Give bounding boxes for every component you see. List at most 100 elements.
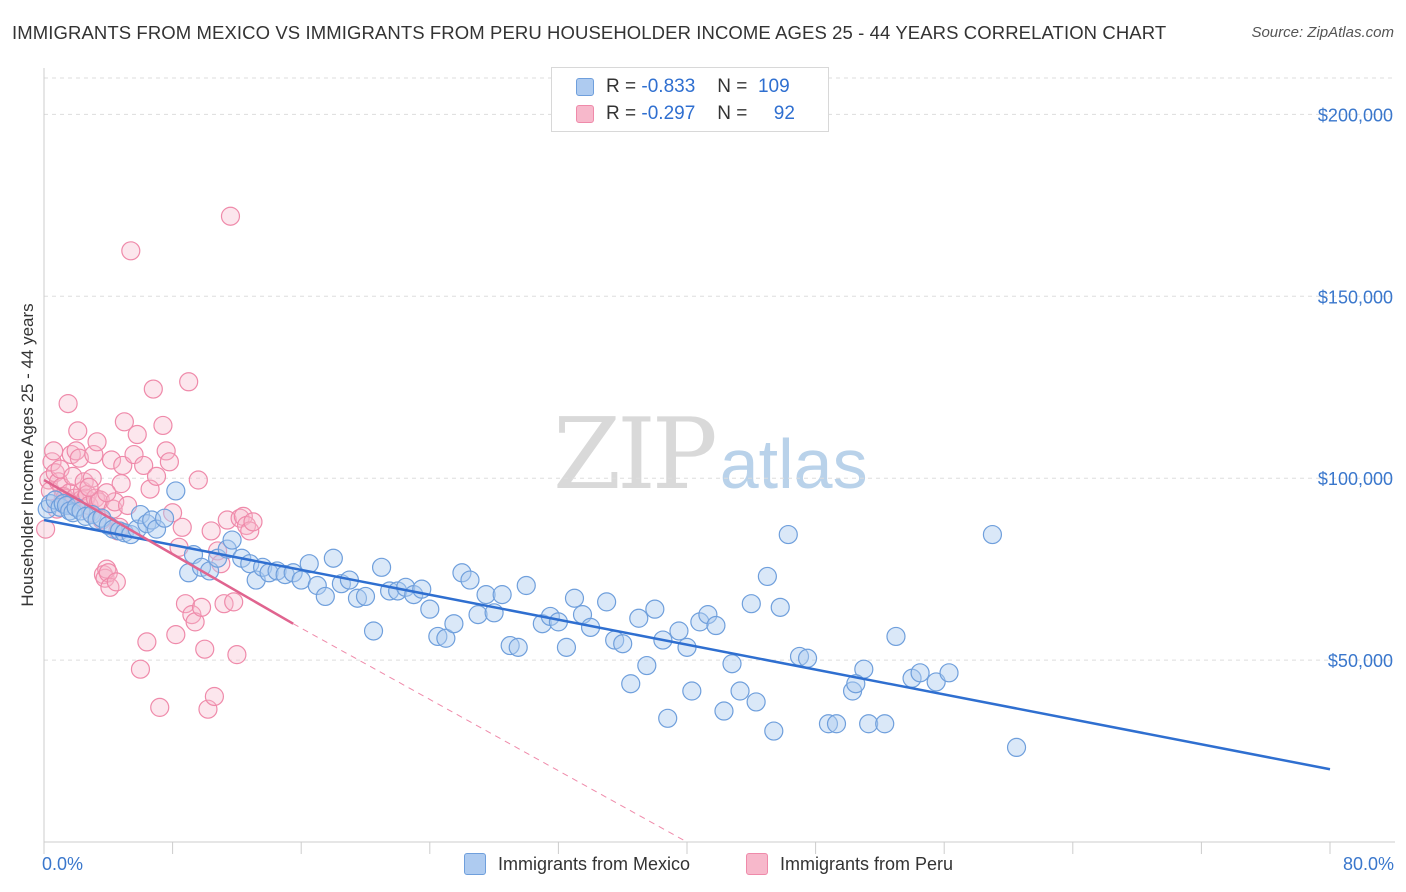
data-point-peru: [130, 659, 151, 679]
data-point-peru: [175, 594, 196, 614]
y-tick-label: $50,000: [1328, 651, 1393, 671]
data-point-peru: [179, 372, 199, 392]
y-tick-label: $150,000: [1318, 287, 1393, 307]
data-point-mexico: [757, 566, 777, 587]
data-point-peru: [68, 421, 88, 441]
x-tick-label-max: 80.0%: [1343, 854, 1394, 874]
legend-r-label: R =: [606, 103, 637, 124]
data-point-mexico: [597, 592, 617, 612]
data-point-mexico: [146, 519, 167, 539]
data-point-mexico: [690, 612, 710, 632]
data-point-mexico: [818, 714, 839, 734]
data-point-mexico: [460, 570, 480, 590]
data-point-peru: [44, 441, 64, 461]
data-point-mexico: [637, 655, 657, 676]
data-point-mexico: [564, 588, 585, 608]
legend-n-label: N =: [717, 76, 748, 97]
data-point-mexico: [658, 708, 678, 728]
data-point-peru: [127, 424, 147, 445]
data-point-peru: [137, 632, 157, 652]
data-point-peru: [79, 477, 99, 497]
legend-row-mexico: R = -0.833 N = 109: [576, 74, 790, 100]
data-point-mexico: [621, 674, 641, 694]
data-point-mexico: [886, 626, 906, 647]
grid-lines: [44, 77, 1395, 661]
data-point-mexico: [315, 586, 335, 607]
bottom-legend-peru[interactable]: Immigrants from Peru: [746, 852, 953, 876]
legend-r-value-peru: -0.297: [641, 103, 696, 124]
legend-r-label: R =: [606, 76, 637, 97]
data-point-peru: [143, 379, 163, 399]
data-point-peru: [204, 686, 224, 707]
data-point-peru: [153, 415, 173, 436]
data-point-peru: [134, 455, 154, 476]
y-tick-label: $200,000: [1318, 105, 1393, 125]
tick-labels: $50,000 $100,000 $150,000 $200,000 0.0% 80.0%: [42, 105, 1394, 874]
bottom-legend-label-mexico: Immigrants from Mexico: [498, 853, 691, 874]
bottom-legend-swatch-mexico: [464, 853, 486, 875]
data-point-mexico: [1006, 737, 1027, 758]
data-point-mexico: [323, 548, 343, 568]
data-point-mexico: [347, 588, 368, 608]
legend-r-value-mexico: -0.833: [641, 76, 696, 97]
data-point-mexico: [746, 692, 766, 712]
data-point-peru: [97, 483, 117, 503]
data-point-mexico: [556, 637, 577, 657]
data-point-peru: [58, 394, 78, 414]
data-point-mexico: [355, 586, 376, 607]
data-point-mexico: [682, 681, 702, 701]
data-point-peru: [63, 466, 83, 486]
chart-title: IMMIGRANTS FROM MEXICO VS IMMIGRANTS FRO…: [12, 22, 1167, 43]
data-point-mexico: [677, 637, 697, 657]
trend-line-peru: [43, 478, 294, 625]
data-point-peru: [121, 241, 141, 261]
data-point-peru: [156, 441, 176, 461]
axes: [43, 68, 1395, 854]
legend-n-value-peru: 92: [773, 103, 795, 124]
trend-line-peru-extension: [292, 623, 688, 843]
data-point-peru: [191, 597, 212, 617]
data-point-mexico: [982, 524, 1003, 545]
correlation-legend: R = -0.833 N = 109 R = -0.297 N = 92: [551, 67, 829, 132]
data-point-mexico: [222, 530, 242, 550]
bottom-legend-swatch-peru: [746, 853, 768, 875]
data-point-peru: [87, 432, 107, 452]
data-point-mexico: [797, 648, 818, 668]
data-point-peru: [227, 645, 247, 665]
data-point-mexico: [516, 575, 536, 596]
data-point-peru: [236, 515, 257, 536]
data-point-mexico: [826, 714, 847, 734]
data-point-mexico: [468, 605, 488, 625]
data-point-mexico: [476, 585, 496, 605]
data-point-peru: [172, 517, 192, 537]
data-point-mexico: [420, 599, 440, 619]
data-point-peru: [146, 466, 167, 486]
bottom-legend-mexico[interactable]: Immigrants from Mexico: [464, 852, 690, 876]
data-point-mexico: [910, 663, 930, 683]
data-point-mexico: [428, 626, 448, 647]
data-point-mexico: [291, 570, 311, 590]
data-point-peru: [224, 592, 244, 612]
data-point-mexico: [706, 615, 726, 636]
data-point-mexico: [154, 508, 175, 528]
data-point-peru: [114, 412, 134, 432]
data-point-peru: [220, 206, 241, 226]
data-point-mexico: [875, 714, 895, 734]
data-point-mexico: [669, 621, 689, 641]
data-point-mexico: [63, 503, 83, 523]
data-point-peru: [188, 470, 208, 490]
data-point-peru: [230, 508, 250, 528]
data-point-peru: [124, 444, 144, 465]
y-tick-label: $100,000: [1318, 469, 1393, 489]
data-point-mexico: [629, 608, 649, 628]
data-point-mexico: [307, 575, 327, 596]
legend-swatch-peru: [576, 105, 594, 123]
data-point-peru: [106, 572, 126, 592]
legend-row-peru: R = -0.297 N = 92: [576, 101, 795, 127]
x-tick-label-min: 0.0%: [42, 854, 83, 874]
data-point-peru: [214, 594, 234, 614]
data-point-mexico: [56, 495, 77, 516]
data-point-mexico: [770, 597, 790, 617]
data-point-peru: [69, 448, 89, 468]
